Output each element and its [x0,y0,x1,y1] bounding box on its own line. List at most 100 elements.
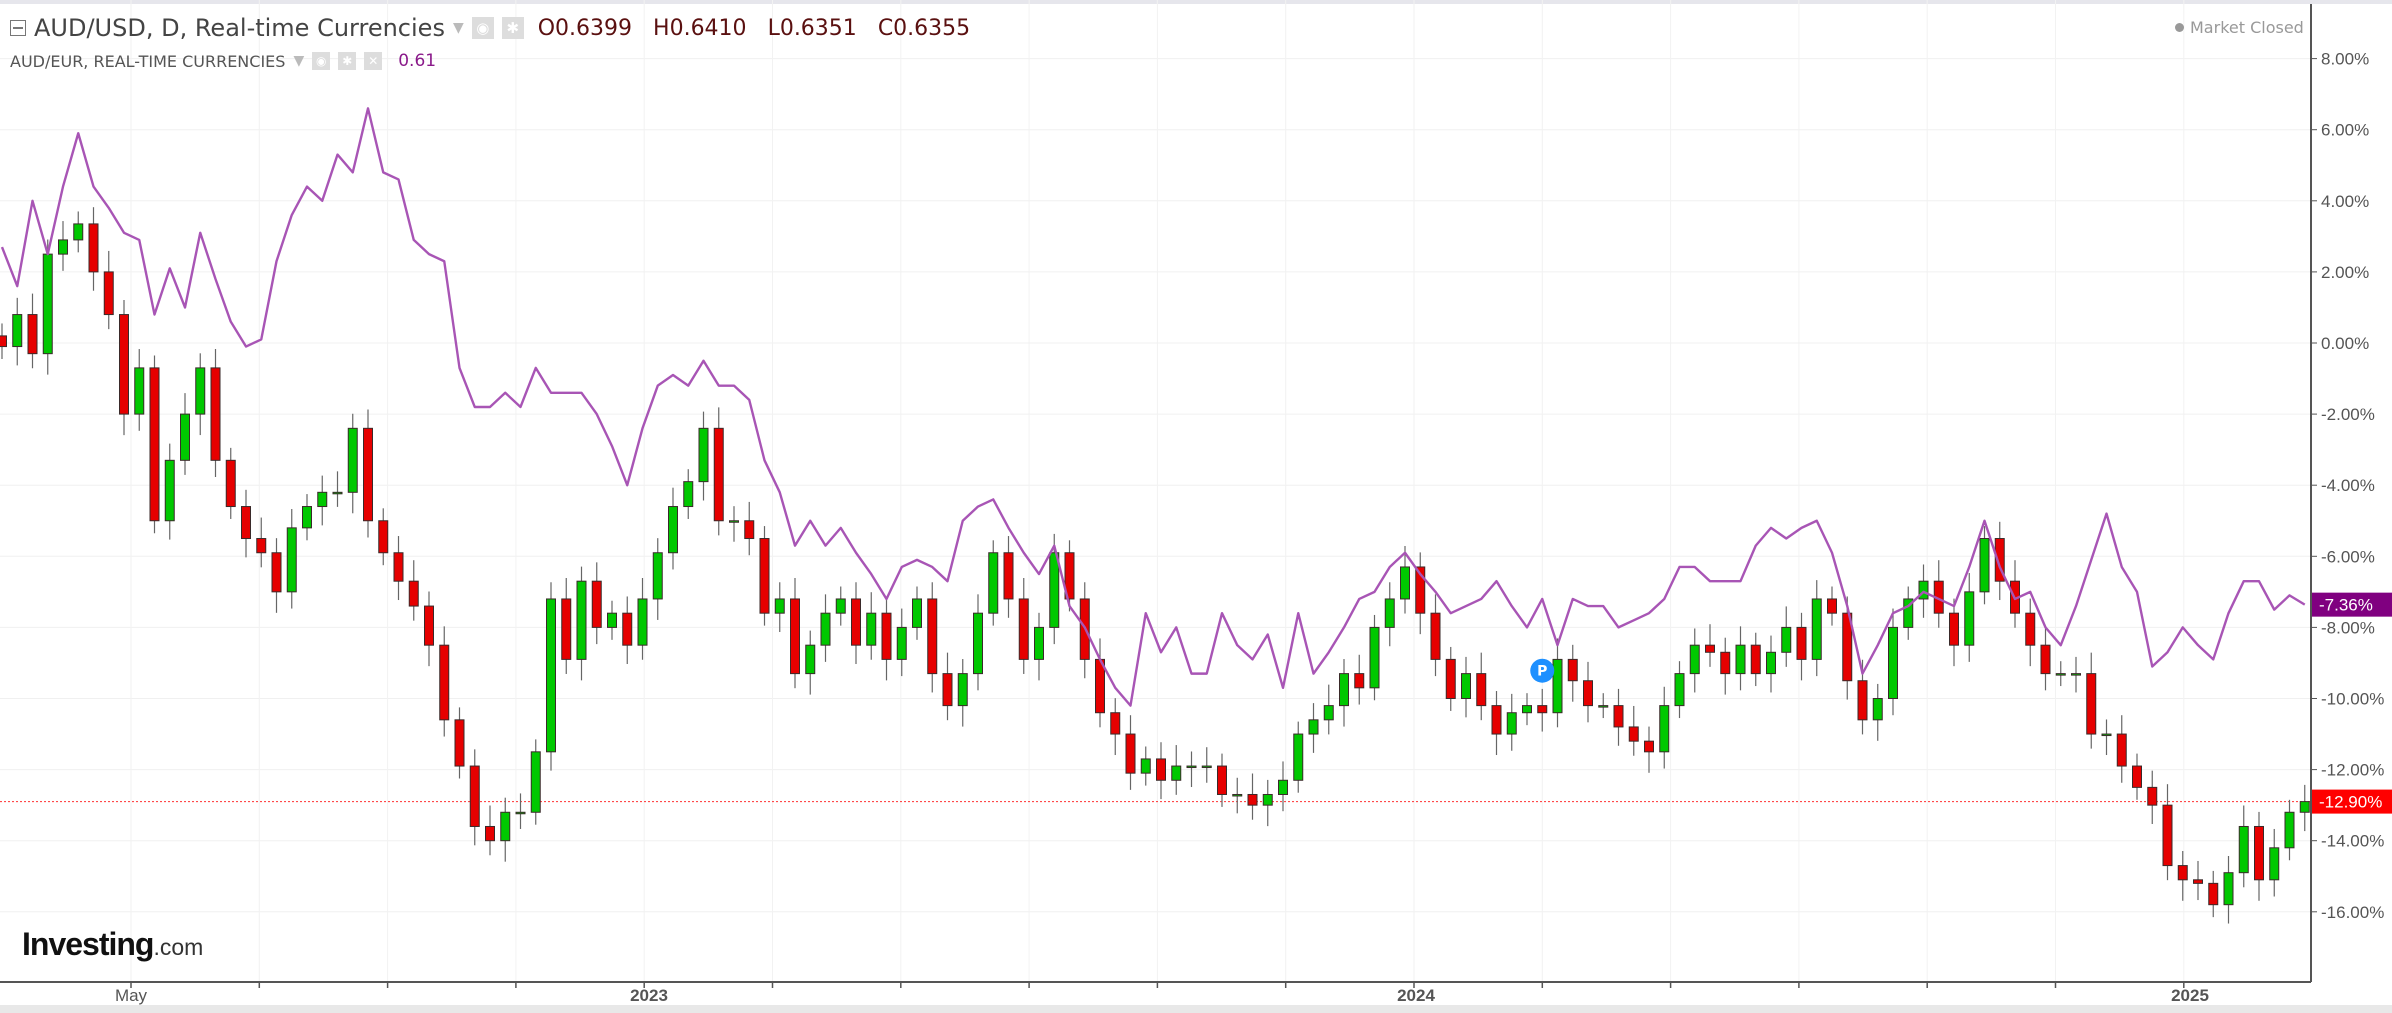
candle-up [912,598,922,628]
logo-brand: Investing [22,926,154,962]
candle-down [1110,712,1121,735]
candle-up [2101,733,2112,737]
candle-down [622,612,633,646]
candle-up [134,367,145,415]
x-tick-label: 2023 [630,986,668,1005]
candle-up [530,751,541,813]
candle-up [698,427,709,483]
y-tick-label: -12.00% [2321,761,2384,780]
candle-down [927,598,938,675]
caret-down-icon[interactable]: ▼ [452,20,464,36]
candle-up [1186,765,1197,769]
candle-down [790,598,800,675]
compare-title[interactable]: AUD/EUR, REAL-TIME CURRENCIES [10,51,286,71]
candle-up [896,626,907,660]
candle-down [881,612,892,660]
candle-down [1567,658,1578,682]
candle-down [2177,865,2188,881]
candle-up [988,552,999,614]
eye-icon[interactable]: ◉ [471,17,494,39]
candle-up [1689,644,1700,675]
candle-down [759,538,770,614]
candle-up [73,223,84,241]
candle-up [1232,793,1243,797]
candle-down [439,644,450,721]
x-tick-label: May [115,986,148,1005]
candle-up [1735,644,1746,675]
gear-icon[interactable]: ✱ [501,17,524,39]
candle-down [1796,626,1807,660]
candle-up [2071,673,2081,676]
symbol-title[interactable]: AUD/USD, D, Real-time Currencies [34,14,445,42]
candle-up [668,506,678,554]
candle-up [12,314,23,348]
candle-up [1674,673,1685,707]
caret-down-icon[interactable]: ▼ [293,53,305,69]
candle-down [1476,673,1487,707]
price-tag-label: -12.90% [2319,793,2382,812]
candle-up [1278,779,1288,795]
aud-eur-line [0,107,2306,707]
y-tick-label: -8.00% [2321,618,2375,637]
candle-up [1034,626,1044,660]
candle-up [347,427,358,493]
candle-down [713,427,724,522]
candle-down [1156,758,1166,781]
close-icon[interactable]: ✕ [364,52,383,70]
candle-down [1857,680,1868,721]
y-tick-label: -6.00% [2321,547,2375,566]
marker-label: P [1537,664,1547,680]
p-marker-icon[interactable]: P [1530,658,1555,683]
candle-down [1628,726,1639,742]
main-series-legend: AUD/USD, D, Real-time Currencies ▼ ◉ ✱ O… [10,14,984,42]
low-value: L0.6351 [767,15,857,41]
candle-down [119,314,129,415]
gear-icon[interactable]: ✱ [338,52,357,70]
candle-down [2040,644,2051,675]
candle-up [729,520,739,523]
candle-down [2208,882,2219,906]
candle-down [1064,552,1075,600]
candle-up [1201,765,1212,769]
candle-up [1369,626,1380,689]
open-value: O0.6399 [537,15,633,41]
candle-up [286,527,297,593]
candle-up [1049,552,1060,628]
y-tick-label: 0.00% [2321,334,2369,353]
candle-up [1811,598,1822,660]
candle-down [2132,765,2142,788]
candle-up [1903,598,1914,628]
candle-up [683,481,694,508]
axes: 8.00% 6.00% 4.00% 2.00% 0.00% -2.00% -4.00% -6.… [0,4,2384,1005]
candle-up [195,367,206,415]
candles [0,207,2310,924]
y-tick-label: -14.00% [2321,832,2384,851]
candle-down [1354,673,1365,689]
candle-down [2116,733,2127,767]
candle-up [1888,626,1898,700]
collapse-icon[interactable] [10,20,26,36]
candle-down [0,335,7,348]
candle-down [88,223,99,273]
close-value: C0.6355 [877,15,971,41]
compare-value: 0.61 [398,51,437,71]
candle-down [408,580,419,607]
market-status: Market Closed [2175,18,2304,37]
y-tick-label: -4.00% [2321,476,2375,495]
candle-down [485,825,495,842]
candle-down [1537,705,1548,714]
candle-up [1964,591,1975,646]
candle-down [1842,612,1853,682]
candle-up [1766,651,1776,675]
candle-down [1430,612,1441,660]
candle-down [149,367,160,522]
candle-up [1308,719,1319,735]
price-tag-label: -7.36% [2319,596,2373,615]
y-tick-label: 6.00% [2321,121,2369,140]
candle-up [332,491,343,495]
candle-up [164,459,175,522]
eye-icon[interactable]: ◉ [312,52,331,70]
candle-down [1125,733,1136,774]
candle-up [2284,811,2295,849]
